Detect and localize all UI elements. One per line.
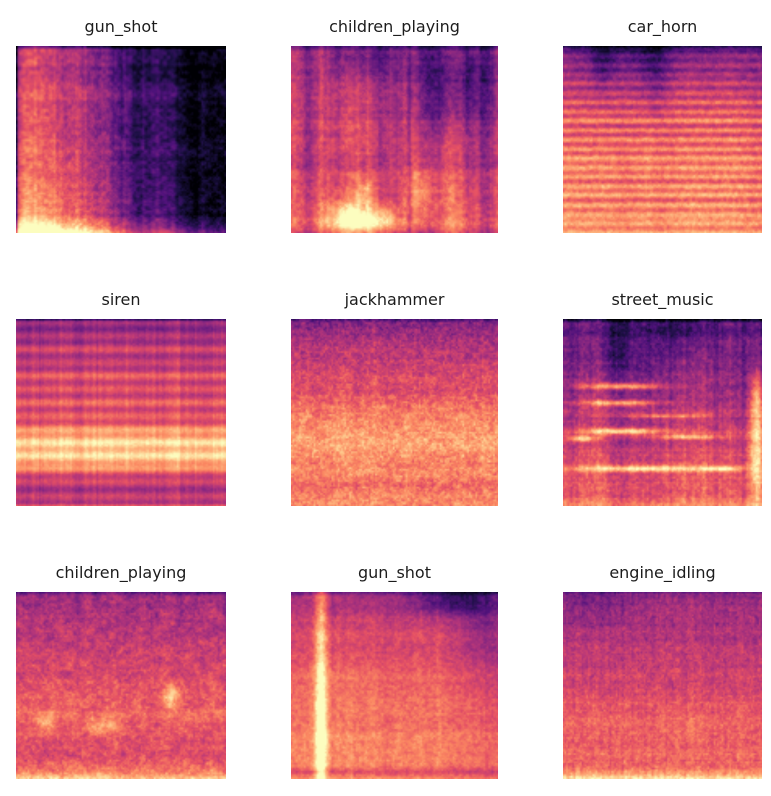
spectrogram-image-street_music-5	[563, 319, 762, 506]
spectrogram-image-car_horn-2	[563, 46, 762, 233]
spectrogram-title: car_horn	[627, 17, 698, 36]
spectrogram-image-gun_shot-0	[16, 46, 226, 233]
spectrogram-cell-siren-3: siren	[16, 289, 226, 506]
spectrogram-cell-car_horn-2: car_horn	[563, 16, 762, 233]
spectrogram-cell-children_playing-1: children_playing	[291, 16, 498, 233]
spectrogram-title: gun_shot	[84, 17, 158, 36]
spectrogram-image-children_playing-6	[16, 592, 226, 779]
spectrogram-image-jackhammer-4	[291, 319, 498, 506]
spectrogram-title: siren	[101, 290, 141, 309]
spectrogram-image-gun_shot-7	[291, 592, 498, 779]
spectrogram-image-engine_idling-8	[563, 592, 762, 779]
spectrogram-title: jackhammer	[344, 290, 445, 309]
spectrogram-cell-children_playing-6: children_playing	[16, 562, 226, 779]
spectrogram-grid: gun_shot children_playing car_horn siren…	[16, 16, 762, 779]
spectrogram-image-children_playing-1	[291, 46, 498, 233]
spectrogram-cell-jackhammer-4: jackhammer	[291, 289, 498, 506]
spectrogram-cell-street_music-5: street_music	[563, 289, 762, 506]
spectrogram-title: children_playing	[55, 563, 187, 582]
spectrogram-image-siren-3	[16, 319, 226, 506]
spectrogram-cell-engine_idling-8: engine_idling	[563, 562, 762, 779]
spectrogram-title: engine_idling	[609, 563, 716, 582]
spectrogram-cell-gun_shot-7: gun_shot	[291, 562, 498, 779]
spectrogram-title: street_music	[611, 290, 714, 309]
spectrogram-cell-gun_shot-0: gun_shot	[16, 16, 226, 233]
spectrogram-title: children_playing	[329, 17, 460, 36]
spectrogram-title: gun_shot	[358, 563, 431, 582]
